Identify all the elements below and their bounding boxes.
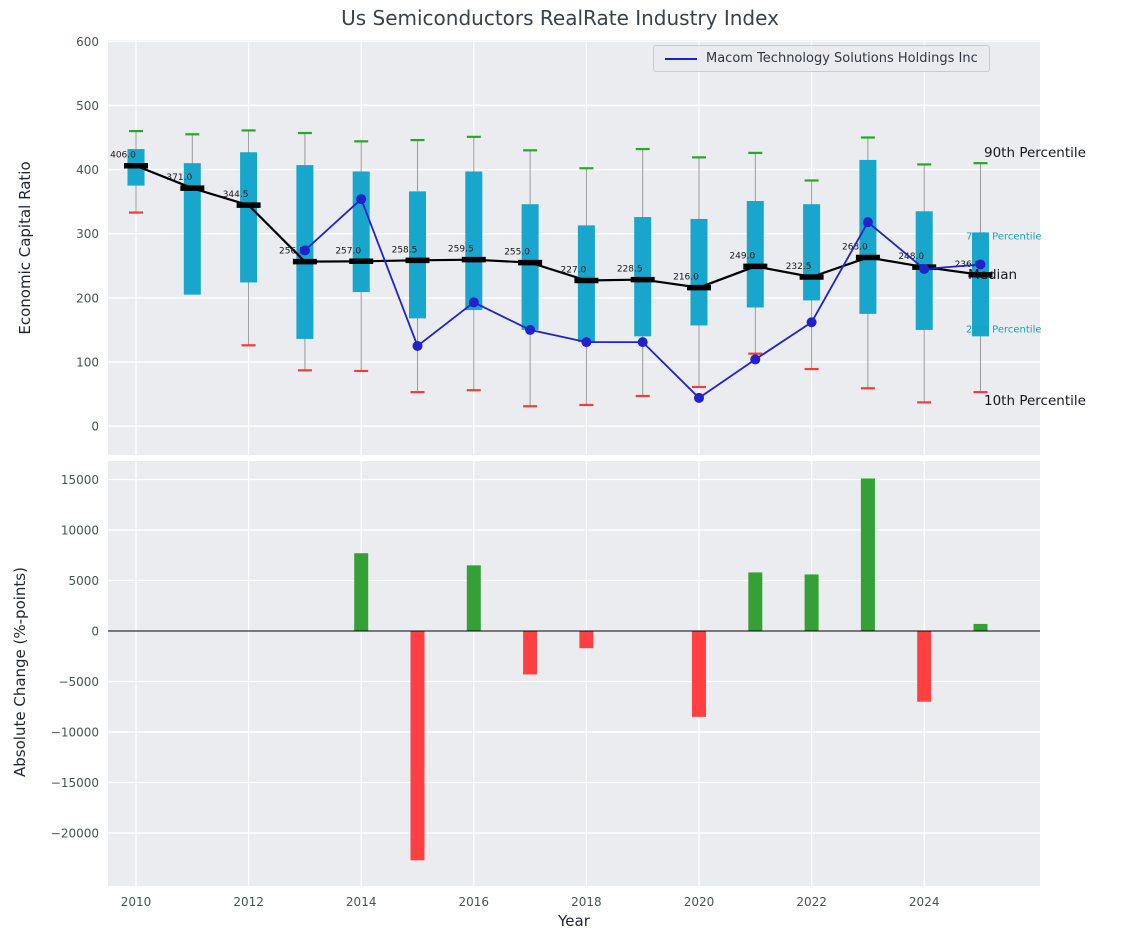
macom-point-2015: [412, 340, 423, 351]
top-ytick-label: 400: [76, 163, 99, 177]
bottom-ytick-label: 10000: [61, 524, 99, 538]
bottom-ytick-label: 0: [91, 625, 99, 639]
iqr-box-2022: [803, 204, 821, 301]
median-value-label-2010: 406.0: [110, 151, 136, 161]
xtick-label: 2022: [796, 895, 827, 909]
median-value-label-2019: 228.5: [617, 265, 643, 275]
bottom-ytick-label: −15000: [51, 776, 99, 790]
bottom-panel: [108, 461, 1040, 886]
top-ytick-label: 0: [91, 420, 99, 434]
xtick-label: 2018: [571, 895, 602, 909]
macom-point-2016: [468, 297, 479, 308]
iqr-box-2023: [859, 159, 877, 314]
change-bar-2015: [410, 631, 425, 861]
top-ytick-label: 300: [76, 227, 99, 241]
bottom-y-axis-label: Absolute Change (%-points): [11, 567, 29, 777]
bottom-ytick-label: −5000: [58, 675, 99, 689]
bottom-ytick-label: −20000: [51, 827, 99, 841]
change-bar-2018: [579, 631, 594, 649]
iqr-box-2016: [465, 171, 483, 311]
annotation-90th-percentile: 90th Percentile: [984, 145, 1086, 161]
median-polyline: [135, 164, 981, 289]
median-value-label-2022: 232.5: [786, 262, 812, 272]
macom-point-2023: [862, 217, 873, 228]
gridlines: [108, 40, 1040, 886]
macom-point-2013: [299, 245, 310, 256]
change-bar-2017: [523, 631, 538, 675]
xtick-label: 2014: [346, 895, 377, 909]
iqr-box-2017: [521, 204, 539, 330]
legend-line-swatch: [665, 57, 697, 60]
macom-point-2024: [919, 263, 930, 274]
median-value-label-2014: 257.0: [335, 246, 361, 256]
median-value-label-2023: 263.0: [842, 242, 868, 252]
top-y-axis-label: Economic Capital Ratio: [16, 161, 34, 335]
annotation-10th-percentile: 10th Percentile: [984, 393, 1086, 409]
macom-series: [299, 194, 986, 403]
xtick-label: 2024: [909, 895, 940, 909]
iqr-box-2020: [690, 218, 708, 326]
median-value-label-2016: 259.5: [448, 245, 474, 255]
macom-point-2020: [694, 392, 704, 403]
iqr-box-2021: [746, 200, 764, 308]
bottom-ytick-label: 15000: [61, 473, 99, 487]
median-value-label-2020: 216.0: [673, 273, 699, 283]
change-bar-2014: [354, 553, 369, 631]
macom-point-2014: [356, 194, 367, 205]
legend: Macom Technology Solutions Holdings Inc: [653, 45, 990, 72]
iqr-box-2011: [183, 163, 201, 295]
chart-title: Us Semiconductors RealRate Industry Inde…: [341, 6, 779, 30]
change-bar-2024: [917, 631, 932, 702]
change-bar-2023: [860, 478, 875, 631]
top-ytick-label: 100: [76, 355, 99, 369]
tick-labels: 0 100 200 300 400 500 600 −20000 −15000 −10000 −50…: [51, 35, 940, 909]
macom-point-2025: [975, 259, 986, 270]
xtick-label: 2012: [233, 895, 264, 909]
iqr-box-2025: [972, 232, 989, 337]
xtick-label: 2010: [121, 895, 152, 909]
annotation-75th-percentile: 75th Percentile: [966, 231, 1042, 243]
x-axis-label: Year: [558, 912, 590, 930]
change-bar-2022: [804, 574, 819, 631]
bottom-ytick-label: −10000: [51, 726, 99, 740]
annotation-25th-percentile: 25th Percentile: [966, 324, 1042, 336]
median-value-label-2012: 344.5: [223, 190, 249, 200]
iqr-box-2019: [634, 217, 652, 337]
median-value-label-2017: 255.0: [504, 248, 530, 258]
median-value-label-2024: 248.0: [898, 252, 924, 262]
change-bar-2020: [692, 631, 706, 717]
median-value-label-2013: 256.5: [279, 247, 305, 257]
change-bar-2021: [748, 572, 763, 631]
top-ytick-label: 600: [76, 35, 99, 49]
median-value-label-2018: 227.0: [561, 266, 587, 276]
macom-point-2019: [637, 337, 648, 348]
macom-point-2021: [750, 354, 761, 365]
annotation-median: Median: [968, 267, 1018, 283]
median-line: 406.0 371.0 344.5 256.5 257.0 258.5 259.5 255.0…: [110, 151, 993, 291]
change-bar-2025: [973, 623, 988, 631]
change-bars: [108, 478, 1040, 861]
median-value-label-2021: 249.0: [729, 251, 755, 261]
macom-point-2022: [806, 317, 817, 328]
macom-point-2017: [525, 324, 536, 335]
bottom-ytick-label: 5000: [68, 574, 99, 588]
median-value-label-2015: 258.5: [392, 245, 418, 255]
panels: [108, 40, 1040, 886]
median-value-label-2011: 371.0: [166, 173, 192, 183]
xtick-label: 2020: [684, 895, 715, 909]
iqr-box-2014: [352, 171, 370, 293]
top-panel: [108, 40, 1040, 455]
iqr-box-2012: [240, 152, 258, 283]
xtick-label: 2016: [459, 895, 490, 909]
iqr-box-2015: [409, 191, 426, 319]
change-bar-2016: [466, 565, 481, 631]
legend-label: Macom Technology Solutions Holdings Inc: [706, 51, 978, 66]
macom-point-2018: [581, 337, 592, 348]
iqr-box-2018: [577, 225, 595, 343]
top-ytick-label: 200: [76, 291, 99, 305]
top-ytick-label: 500: [76, 99, 99, 113]
